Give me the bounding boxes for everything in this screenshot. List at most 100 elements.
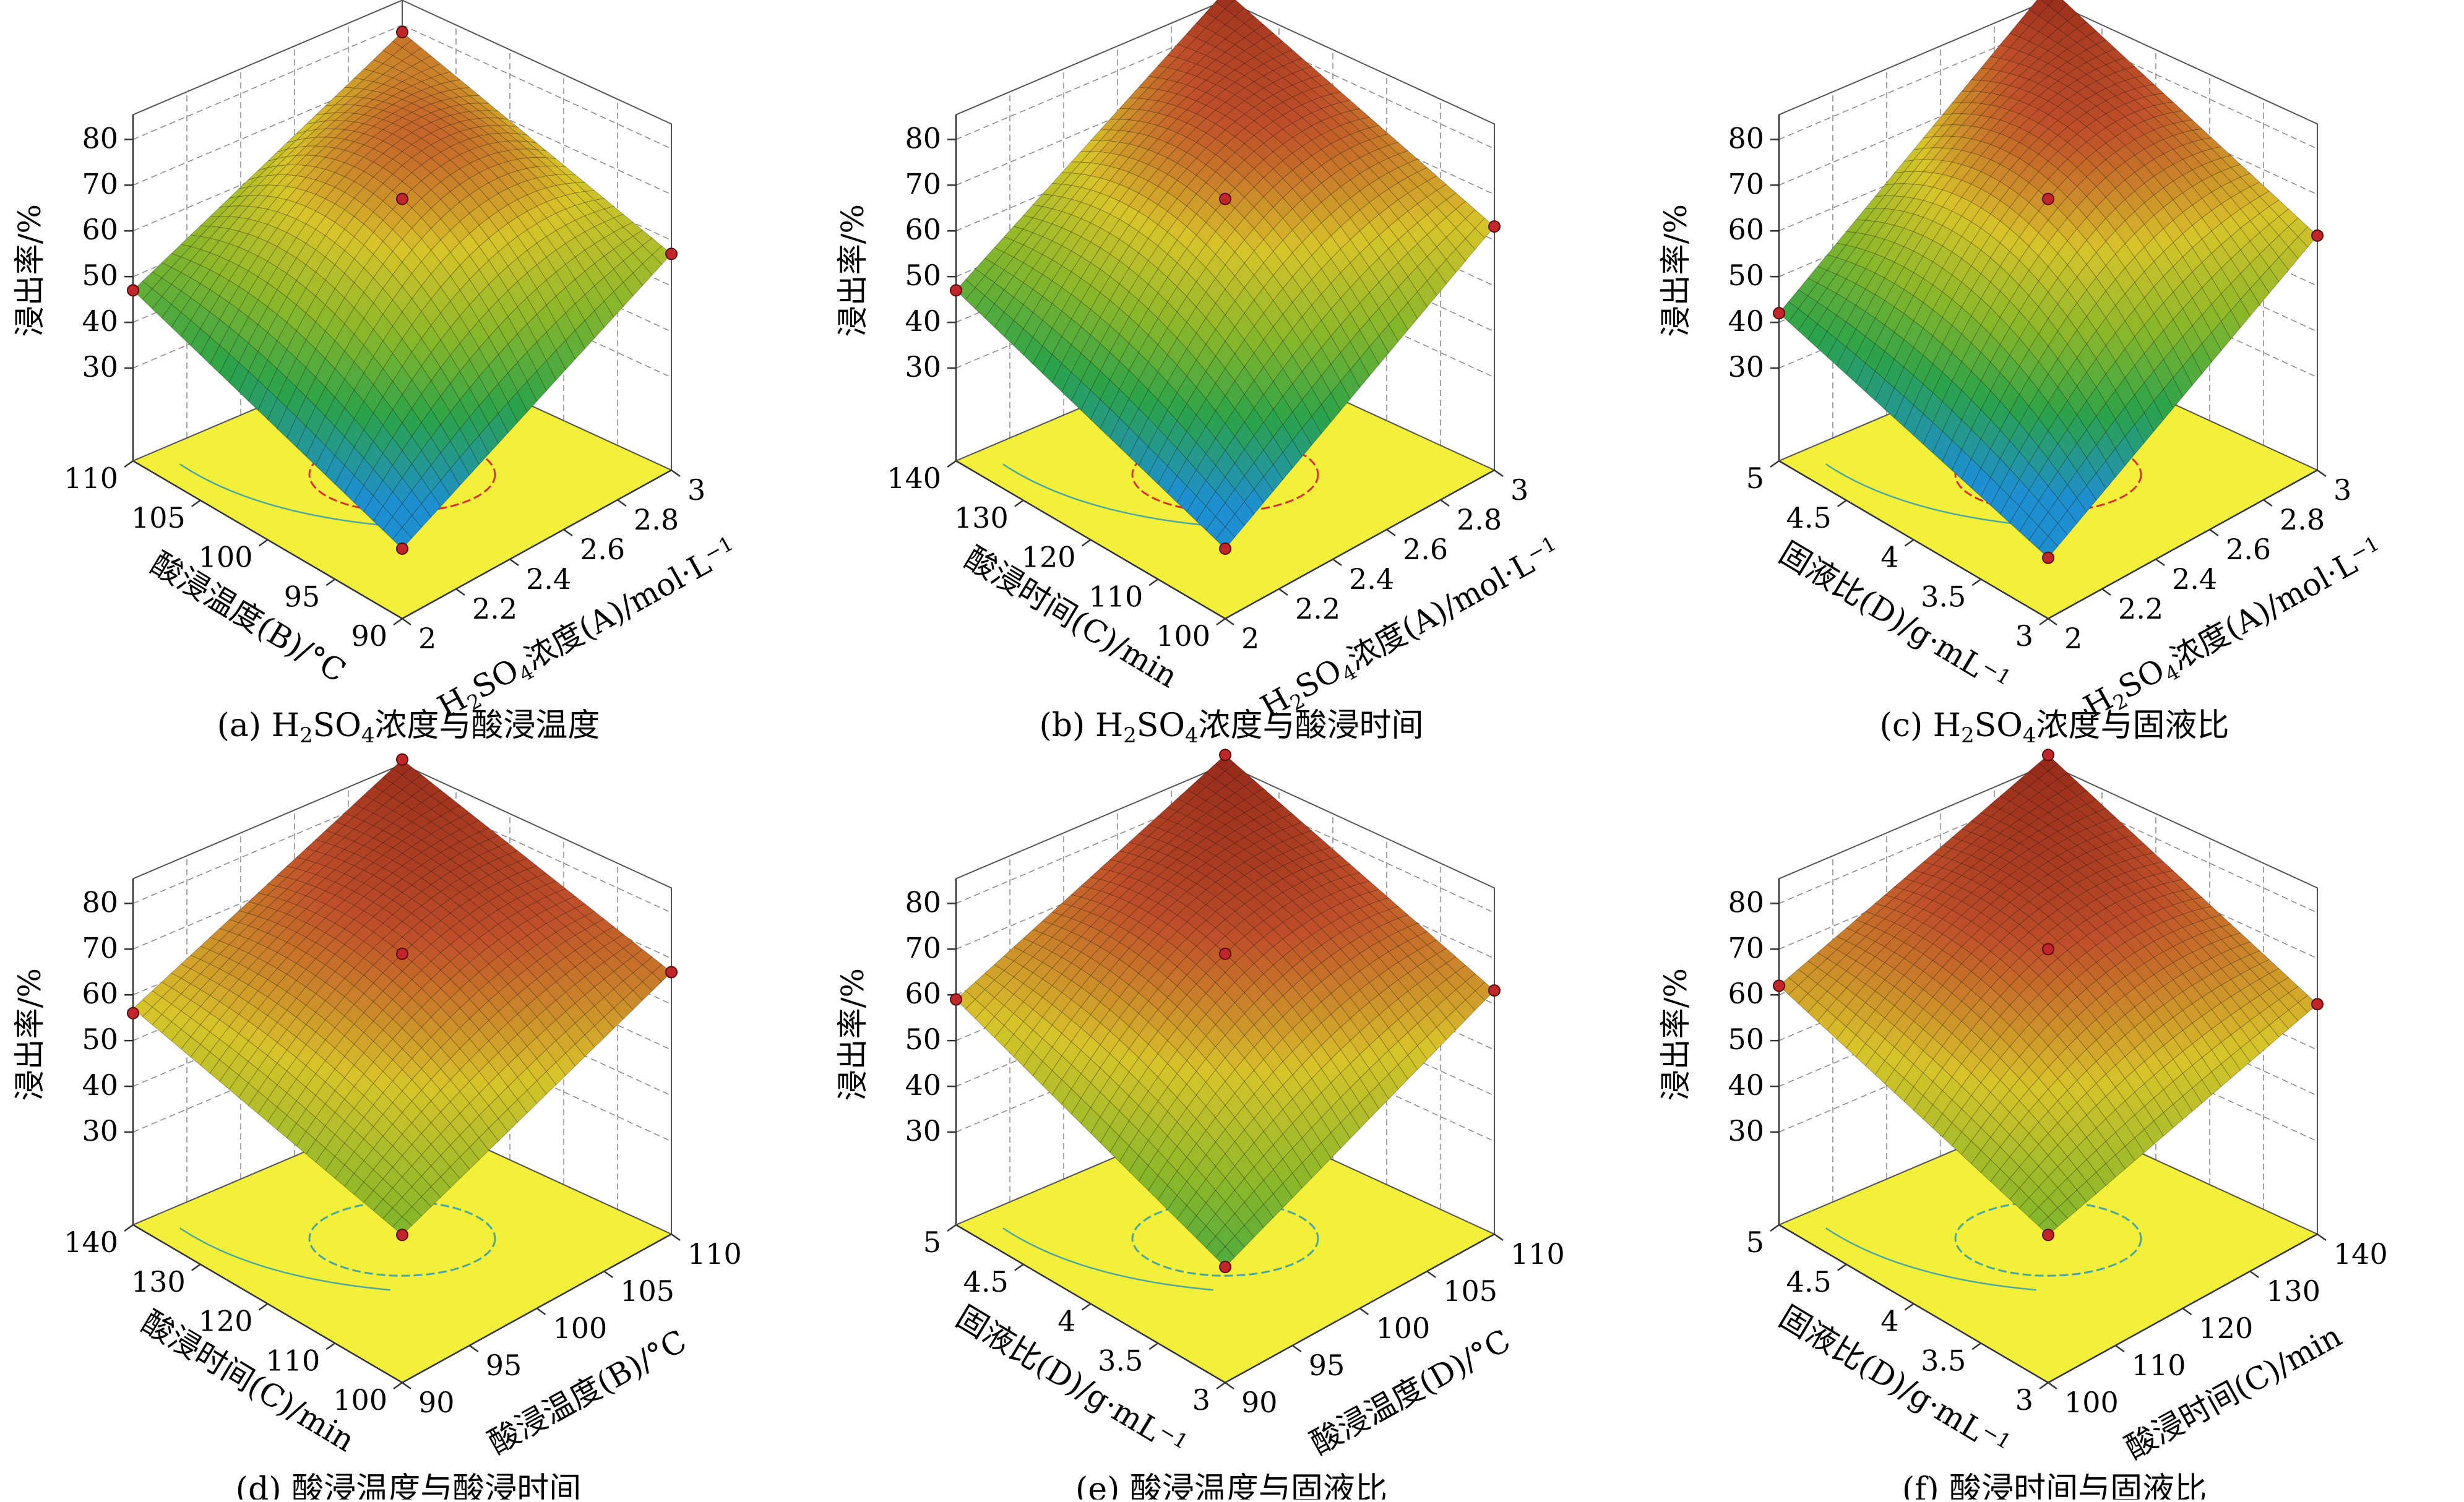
x-tick-label: 2.2 — [472, 592, 517, 625]
design-point — [666, 248, 677, 259]
x-tick-label: 100 — [2064, 1386, 2119, 1419]
z-tick-label: 30 — [82, 350, 118, 384]
y-tick-label: 90 — [351, 619, 387, 653]
design-point — [950, 994, 962, 1005]
z-tick-label: 40 — [905, 304, 941, 338]
z-tick-label: 30 — [82, 1114, 118, 1148]
y-tick-label: 120 — [199, 1305, 253, 1338]
design-point — [397, 27, 408, 38]
x-tick-label: 2.2 — [1295, 592, 1340, 625]
x-tick-label: 2 — [2064, 622, 2082, 655]
y-tick-label: 100 — [199, 541, 253, 574]
x-tick-label: 2 — [418, 622, 436, 655]
x-tick-label: 90 — [1241, 1386, 1278, 1419]
x-tick-label: 100 — [1376, 1311, 1431, 1345]
x-tick-label: 2.4 — [2172, 562, 2217, 596]
y-tick-label: 140 — [887, 461, 941, 495]
design-point — [2043, 943, 2054, 955]
panel-caption: (b) H2SO4浓度与酸浸时间 — [1039, 707, 1423, 747]
y-tick-label: 130 — [131, 1265, 186, 1298]
z-tick-label: 70 — [905, 167, 941, 200]
y-tick-label: 4 — [1058, 1305, 1075, 1338]
panel-caption: (d) 酸浸温度与酸浸时间 — [236, 1471, 581, 1500]
x-tick-label: 2.4 — [526, 562, 571, 596]
z-tick-label: 30 — [905, 1114, 941, 1148]
z-tick-label: 80 — [1728, 121, 1764, 155]
x-tick-label: 130 — [2266, 1274, 2320, 1308]
z-axis-label: 浸出率/% — [12, 204, 48, 337]
y-tick-label: 3.5 — [1921, 580, 1966, 613]
z-tick-label: 80 — [905, 121, 941, 155]
x-tick-label: 120 — [2199, 1311, 2254, 1345]
response-surface — [1779, 755, 2317, 1235]
y-tick-label: 4.5 — [1786, 501, 1832, 534]
y-tick-label: 4.5 — [1786, 1265, 1832, 1298]
design-point — [1220, 543, 1231, 554]
panel-caption: (c) H2SO4浓度与固液比 — [1880, 707, 2229, 747]
y-tick-label: 95 — [284, 580, 321, 613]
surface-chart-b: 304050607080浸出率/%22.22.42.62.83H2SO4浓度(A… — [835, 0, 1568, 747]
design-point — [1220, 1261, 1231, 1272]
y-tick-label: 4.5 — [963, 1265, 1009, 1298]
y-tick-label: 100 — [1156, 619, 1210, 653]
y-tick-label: 105 — [131, 501, 186, 534]
surface-chart-e: 304050607080浸出率/%9095100105110酸浸温度(D)/°C… — [835, 749, 1565, 1500]
design-point — [2043, 552, 2054, 564]
y-tick-label: 3.5 — [1098, 1344, 1143, 1377]
x-tick-label: 3 — [2333, 473, 2351, 507]
design-point — [950, 285, 962, 296]
z-tick-label: 60 — [905, 213, 941, 246]
design-point — [397, 754, 408, 765]
y-tick-label: 4 — [1880, 541, 1898, 574]
z-tick-label: 30 — [1728, 350, 1764, 384]
x-tick-label: 2.8 — [634, 503, 679, 536]
x-tick-label: 105 — [1443, 1274, 1497, 1308]
x-tick-label: 2.6 — [1403, 533, 1448, 566]
z-tick-label: 60 — [1728, 213, 1764, 246]
z-tick-label: 50 — [905, 1023, 941, 1056]
y-tick-label: 110 — [265, 1344, 320, 1377]
design-point — [2043, 194, 2054, 205]
z-tick-label: 30 — [1728, 1114, 1764, 1148]
surface-chart-f: 304050607080浸出率/%100110120130140酸浸时间(C)/… — [1658, 749, 2388, 1500]
z-tick-label: 40 — [1728, 304, 1764, 338]
x-tick-label: 3 — [1510, 473, 1528, 507]
design-point — [1489, 221, 1500, 232]
design-point — [2043, 1229, 2054, 1240]
x-tick-label: 2.4 — [1349, 562, 1394, 596]
surface-chart-a: 304050607080浸出率/%22.22.42.62.83H2SO4浓度(A… — [12, 0, 745, 747]
y-tick-label: 140 — [64, 1225, 118, 1259]
x-tick-label: 95 — [486, 1349, 522, 1382]
x-tick-label: 110 — [687, 1237, 742, 1271]
z-tick-label: 40 — [1728, 1068, 1764, 1102]
response-surface — [133, 760, 671, 1235]
y-tick-label: 3.5 — [1921, 1344, 1966, 1377]
x-tick-label: 105 — [620, 1274, 674, 1308]
x-tick-label: 2.2 — [2118, 592, 2163, 625]
z-tick-label: 50 — [1728, 1023, 1764, 1056]
z-tick-label: 40 — [82, 1068, 118, 1102]
z-tick-label: 40 — [905, 1068, 941, 1102]
design-point — [666, 966, 677, 977]
x-tick-label: 140 — [2333, 1237, 2388, 1271]
z-tick-label: 70 — [82, 167, 118, 200]
z-tick-label: 80 — [82, 121, 118, 155]
y-tick-label: 110 — [64, 461, 118, 495]
design-point — [1220, 194, 1231, 205]
z-tick-label: 60 — [905, 977, 941, 1010]
z-tick-label: 60 — [82, 977, 118, 1010]
x-tick-label: 90 — [418, 1386, 455, 1419]
x-tick-label: 2 — [1241, 622, 1259, 655]
x-tick-label: 100 — [553, 1311, 608, 1345]
z-tick-label: 70 — [905, 931, 941, 964]
design-point — [397, 543, 408, 554]
z-tick-label: 50 — [82, 259, 118, 292]
y-tick-label: 3 — [2015, 619, 2033, 653]
z-tick-label: 50 — [82, 1023, 118, 1056]
y-tick-label: 4 — [1880, 1305, 1898, 1338]
x-tick-label: 110 — [1510, 1237, 1565, 1271]
y-tick-label: 130 — [954, 501, 1009, 534]
y-tick-label: 5 — [1746, 1225, 1764, 1259]
x-tick-label: 2.8 — [1457, 503, 1502, 536]
